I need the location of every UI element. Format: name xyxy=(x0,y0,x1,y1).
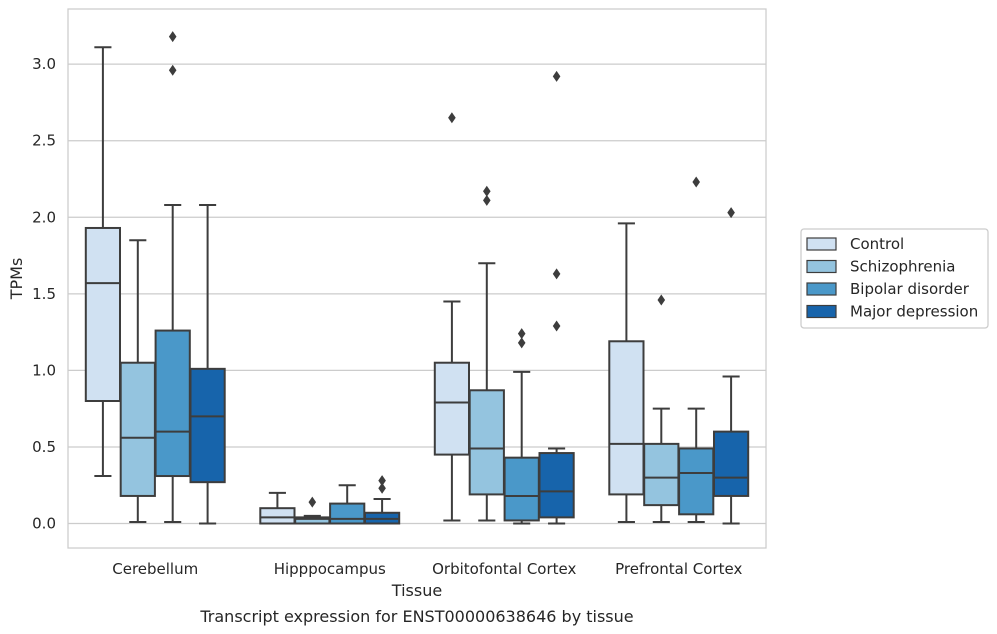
y-tick-label: 0.5 xyxy=(32,438,56,456)
outlier-point xyxy=(378,475,386,487)
x-tick-label: Cerebellum xyxy=(112,560,198,578)
iqr-box xyxy=(329,502,366,525)
box-schizophrenia xyxy=(119,239,156,523)
iqr-box xyxy=(84,226,122,402)
outlier-point xyxy=(168,64,177,76)
legend-swatch xyxy=(806,282,837,296)
box-major-depression xyxy=(538,70,575,525)
y-tick-label: 1.5 xyxy=(32,285,56,303)
outlier-point xyxy=(552,70,561,82)
box-schizophrenia xyxy=(643,294,680,523)
box-bipolar-disorder xyxy=(503,328,540,525)
y-tick-label: 2.5 xyxy=(32,132,56,150)
legend: Control Schizophrenia Bipolar disorder Majo… xyxy=(800,228,989,329)
outlier-point xyxy=(483,194,491,206)
legend-label: Control xyxy=(850,235,904,253)
box-control xyxy=(259,491,296,525)
box-control xyxy=(84,46,122,478)
outlier-point xyxy=(378,482,386,494)
legend-label: Major depression xyxy=(850,303,978,321)
y-tick-label: 1.0 xyxy=(32,361,56,379)
box-control xyxy=(608,222,645,523)
legend-item: Bipolar disorder xyxy=(806,280,970,298)
iqr-box xyxy=(259,507,296,525)
box-bipolar-disorder xyxy=(678,176,715,523)
box-major-depression xyxy=(189,204,226,525)
outlier-point xyxy=(483,185,491,197)
legend-item: Control xyxy=(806,235,904,253)
box-bipolar-disorder xyxy=(154,31,191,523)
iqr-box xyxy=(608,340,645,496)
box-schizophrenia xyxy=(294,496,331,525)
outlier-point xyxy=(168,31,177,43)
iqr-box xyxy=(468,389,505,496)
iqr-box xyxy=(712,430,750,497)
legend-swatch xyxy=(806,259,837,274)
iqr-box xyxy=(433,361,471,456)
iqr-box xyxy=(643,442,680,507)
box-schizophrenia xyxy=(468,185,505,522)
x-tick-label: Prefrontal Cortex xyxy=(615,560,742,578)
iqr-box xyxy=(678,447,715,516)
chart-caption: Transcript expression for ENST0000063864… xyxy=(199,607,633,626)
iqr-box xyxy=(154,329,191,478)
outlier-point xyxy=(517,328,526,340)
outlier-point xyxy=(308,496,317,508)
y-tick-label: 0.0 xyxy=(32,515,56,533)
legend-item: Major depression xyxy=(806,303,978,321)
outlier-point xyxy=(727,207,735,219)
box-bipolar-disorder xyxy=(329,484,366,525)
legend-swatch xyxy=(806,237,837,251)
y-tick-labels: 0.0 0.5 1.0 1.5 2.0 2.5 3.0 xyxy=(32,55,56,532)
outlier-point xyxy=(517,337,526,349)
x-axis-label: Tissue xyxy=(391,581,442,600)
outlier-point xyxy=(448,112,456,124)
x-tick-label: Hipppocampus xyxy=(274,560,386,578)
legend-label: Schizophrenia xyxy=(850,258,955,276)
legend-item: Schizophrenia xyxy=(806,258,955,276)
legend-label: Bipolar disorder xyxy=(850,280,970,298)
iqr-box xyxy=(119,361,156,497)
box-control xyxy=(433,112,471,522)
plot-frame xyxy=(67,8,767,549)
iqr-box xyxy=(538,452,575,519)
box-major-depression xyxy=(712,207,750,525)
iqr-box xyxy=(503,456,540,522)
legend-swatch xyxy=(806,304,837,319)
x-tick-labels: Cerebellum Hipppocampus Orbitofontal Corte… xyxy=(112,560,742,578)
box-layer xyxy=(84,31,750,525)
y-tick-label: 2.0 xyxy=(32,208,56,226)
outlier-point xyxy=(552,320,561,332)
box-major-depression xyxy=(363,475,401,525)
outlier-point xyxy=(552,268,561,280)
iqr-box xyxy=(189,367,226,484)
outlier-point xyxy=(657,294,666,306)
legend-frame xyxy=(800,228,989,329)
outlier-point xyxy=(692,176,700,188)
y-axis-label: TPMs xyxy=(7,258,26,301)
y-tick-label: 3.0 xyxy=(32,55,56,73)
x-tick-label: Orbitofontal Cortex xyxy=(432,560,576,578)
